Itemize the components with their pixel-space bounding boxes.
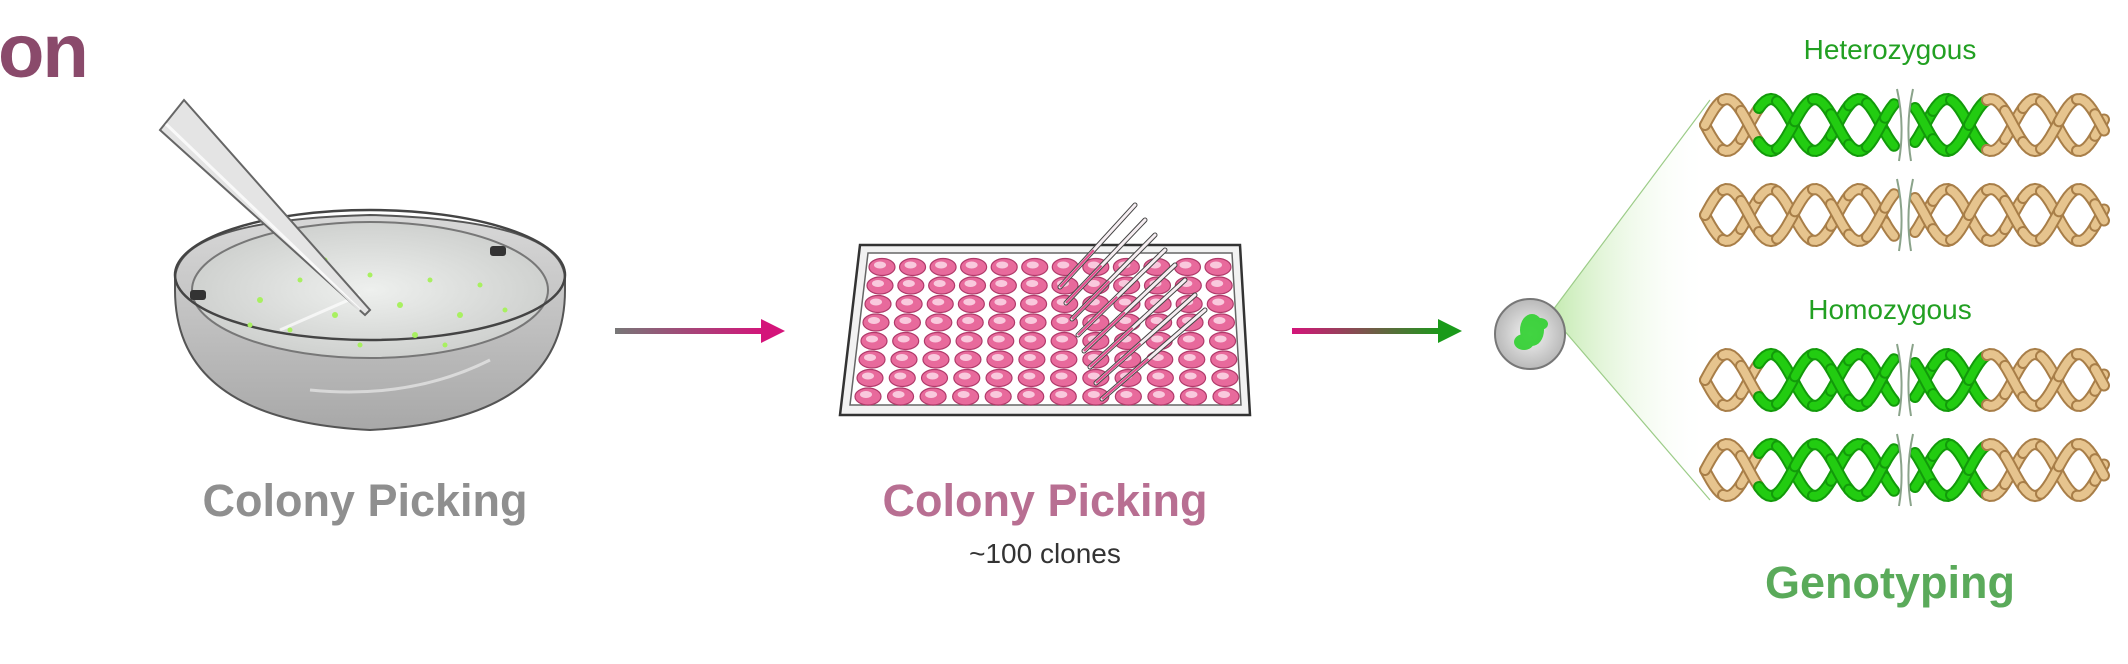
pipette-tip (1063, 217, 1148, 306)
arrow-right-icon (1292, 319, 1462, 343)
well (1017, 387, 1045, 406)
well (1179, 387, 1208, 406)
pipette-tip (1081, 262, 1178, 354)
well (1018, 331, 1047, 351)
clone-count-label: ~100 clones (969, 538, 1121, 569)
well (929, 257, 957, 277)
well (925, 313, 953, 332)
well (1021, 257, 1049, 277)
well (960, 257, 988, 277)
page-title-fragment: on (0, 9, 89, 94)
arrow-right-icon (615, 319, 785, 343)
well (985, 368, 1013, 388)
well (956, 313, 984, 332)
well (890, 350, 918, 369)
well (897, 276, 925, 295)
pipette-tip (1099, 307, 1208, 402)
well (953, 368, 981, 388)
pipette-tip (1093, 292, 1198, 386)
well (1018, 350, 1046, 369)
stage-label-colony-picking-1: Colony Picking (202, 475, 528, 526)
well (860, 331, 888, 351)
well (1019, 294, 1048, 314)
well (886, 387, 915, 406)
pipette-tip (1075, 247, 1168, 338)
pipette-tip (1087, 277, 1188, 370)
well (1205, 276, 1233, 295)
well (954, 350, 982, 369)
well (928, 276, 956, 295)
well (987, 331, 1015, 351)
well (1114, 387, 1142, 406)
well (888, 368, 916, 388)
well (854, 387, 882, 406)
well (858, 350, 886, 369)
well (1177, 331, 1205, 351)
well-plate-icon (838, 202, 1252, 417)
well (988, 313, 1016, 332)
well (1147, 387, 1175, 406)
well (856, 368, 884, 388)
well (1178, 368, 1207, 388)
well (926, 294, 954, 314)
well (864, 294, 892, 314)
well (1204, 257, 1232, 277)
well (1082, 368, 1110, 388)
well (922, 350, 950, 369)
well (1049, 387, 1077, 406)
well (986, 350, 1014, 369)
heterozygous-label: Heterozygous (1803, 34, 1977, 65)
well (1146, 368, 1174, 388)
well (898, 257, 927, 277)
well (984, 387, 1012, 406)
pipette-tip (1057, 202, 1138, 290)
well (1049, 368, 1078, 388)
well (893, 313, 922, 332)
well (1207, 313, 1236, 332)
well (1019, 313, 1047, 332)
well (989, 276, 1017, 295)
well (1050, 331, 1078, 351)
pipette-tip (1069, 232, 1158, 322)
well (1017, 368, 1045, 388)
cell-icon (1494, 99, 1711, 501)
well (868, 257, 896, 277)
well (1211, 368, 1239, 388)
dna-helix-icon (1699, 433, 2110, 507)
well (1173, 257, 1202, 277)
well (988, 294, 1017, 314)
well (892, 331, 920, 351)
dna-helix-icon (1699, 178, 2110, 252)
stage-label-colony-picking-2: Colony Picking (882, 475, 1208, 526)
well (1020, 276, 1048, 295)
well (957, 294, 985, 314)
petri-dish-icon (158, 98, 567, 432)
homozygous-label: Homozygous (1808, 294, 1972, 325)
dna-helix-icon (1699, 343, 2110, 417)
well (862, 313, 890, 332)
well (952, 387, 980, 406)
dna-helix-icon (1699, 88, 2110, 162)
well (1210, 350, 1238, 369)
well (955, 331, 983, 351)
well (920, 368, 949, 388)
well (1212, 387, 1240, 406)
well (1113, 294, 1141, 314)
well (1206, 294, 1234, 314)
well (923, 331, 951, 351)
well (895, 294, 923, 314)
well (919, 387, 947, 406)
stage-label-genotyping: Genotyping (1765, 557, 2015, 608)
well (866, 276, 894, 295)
well (1178, 350, 1206, 369)
well (990, 257, 1018, 277)
well (958, 276, 987, 295)
well (1208, 331, 1237, 351)
well (1050, 350, 1078, 369)
